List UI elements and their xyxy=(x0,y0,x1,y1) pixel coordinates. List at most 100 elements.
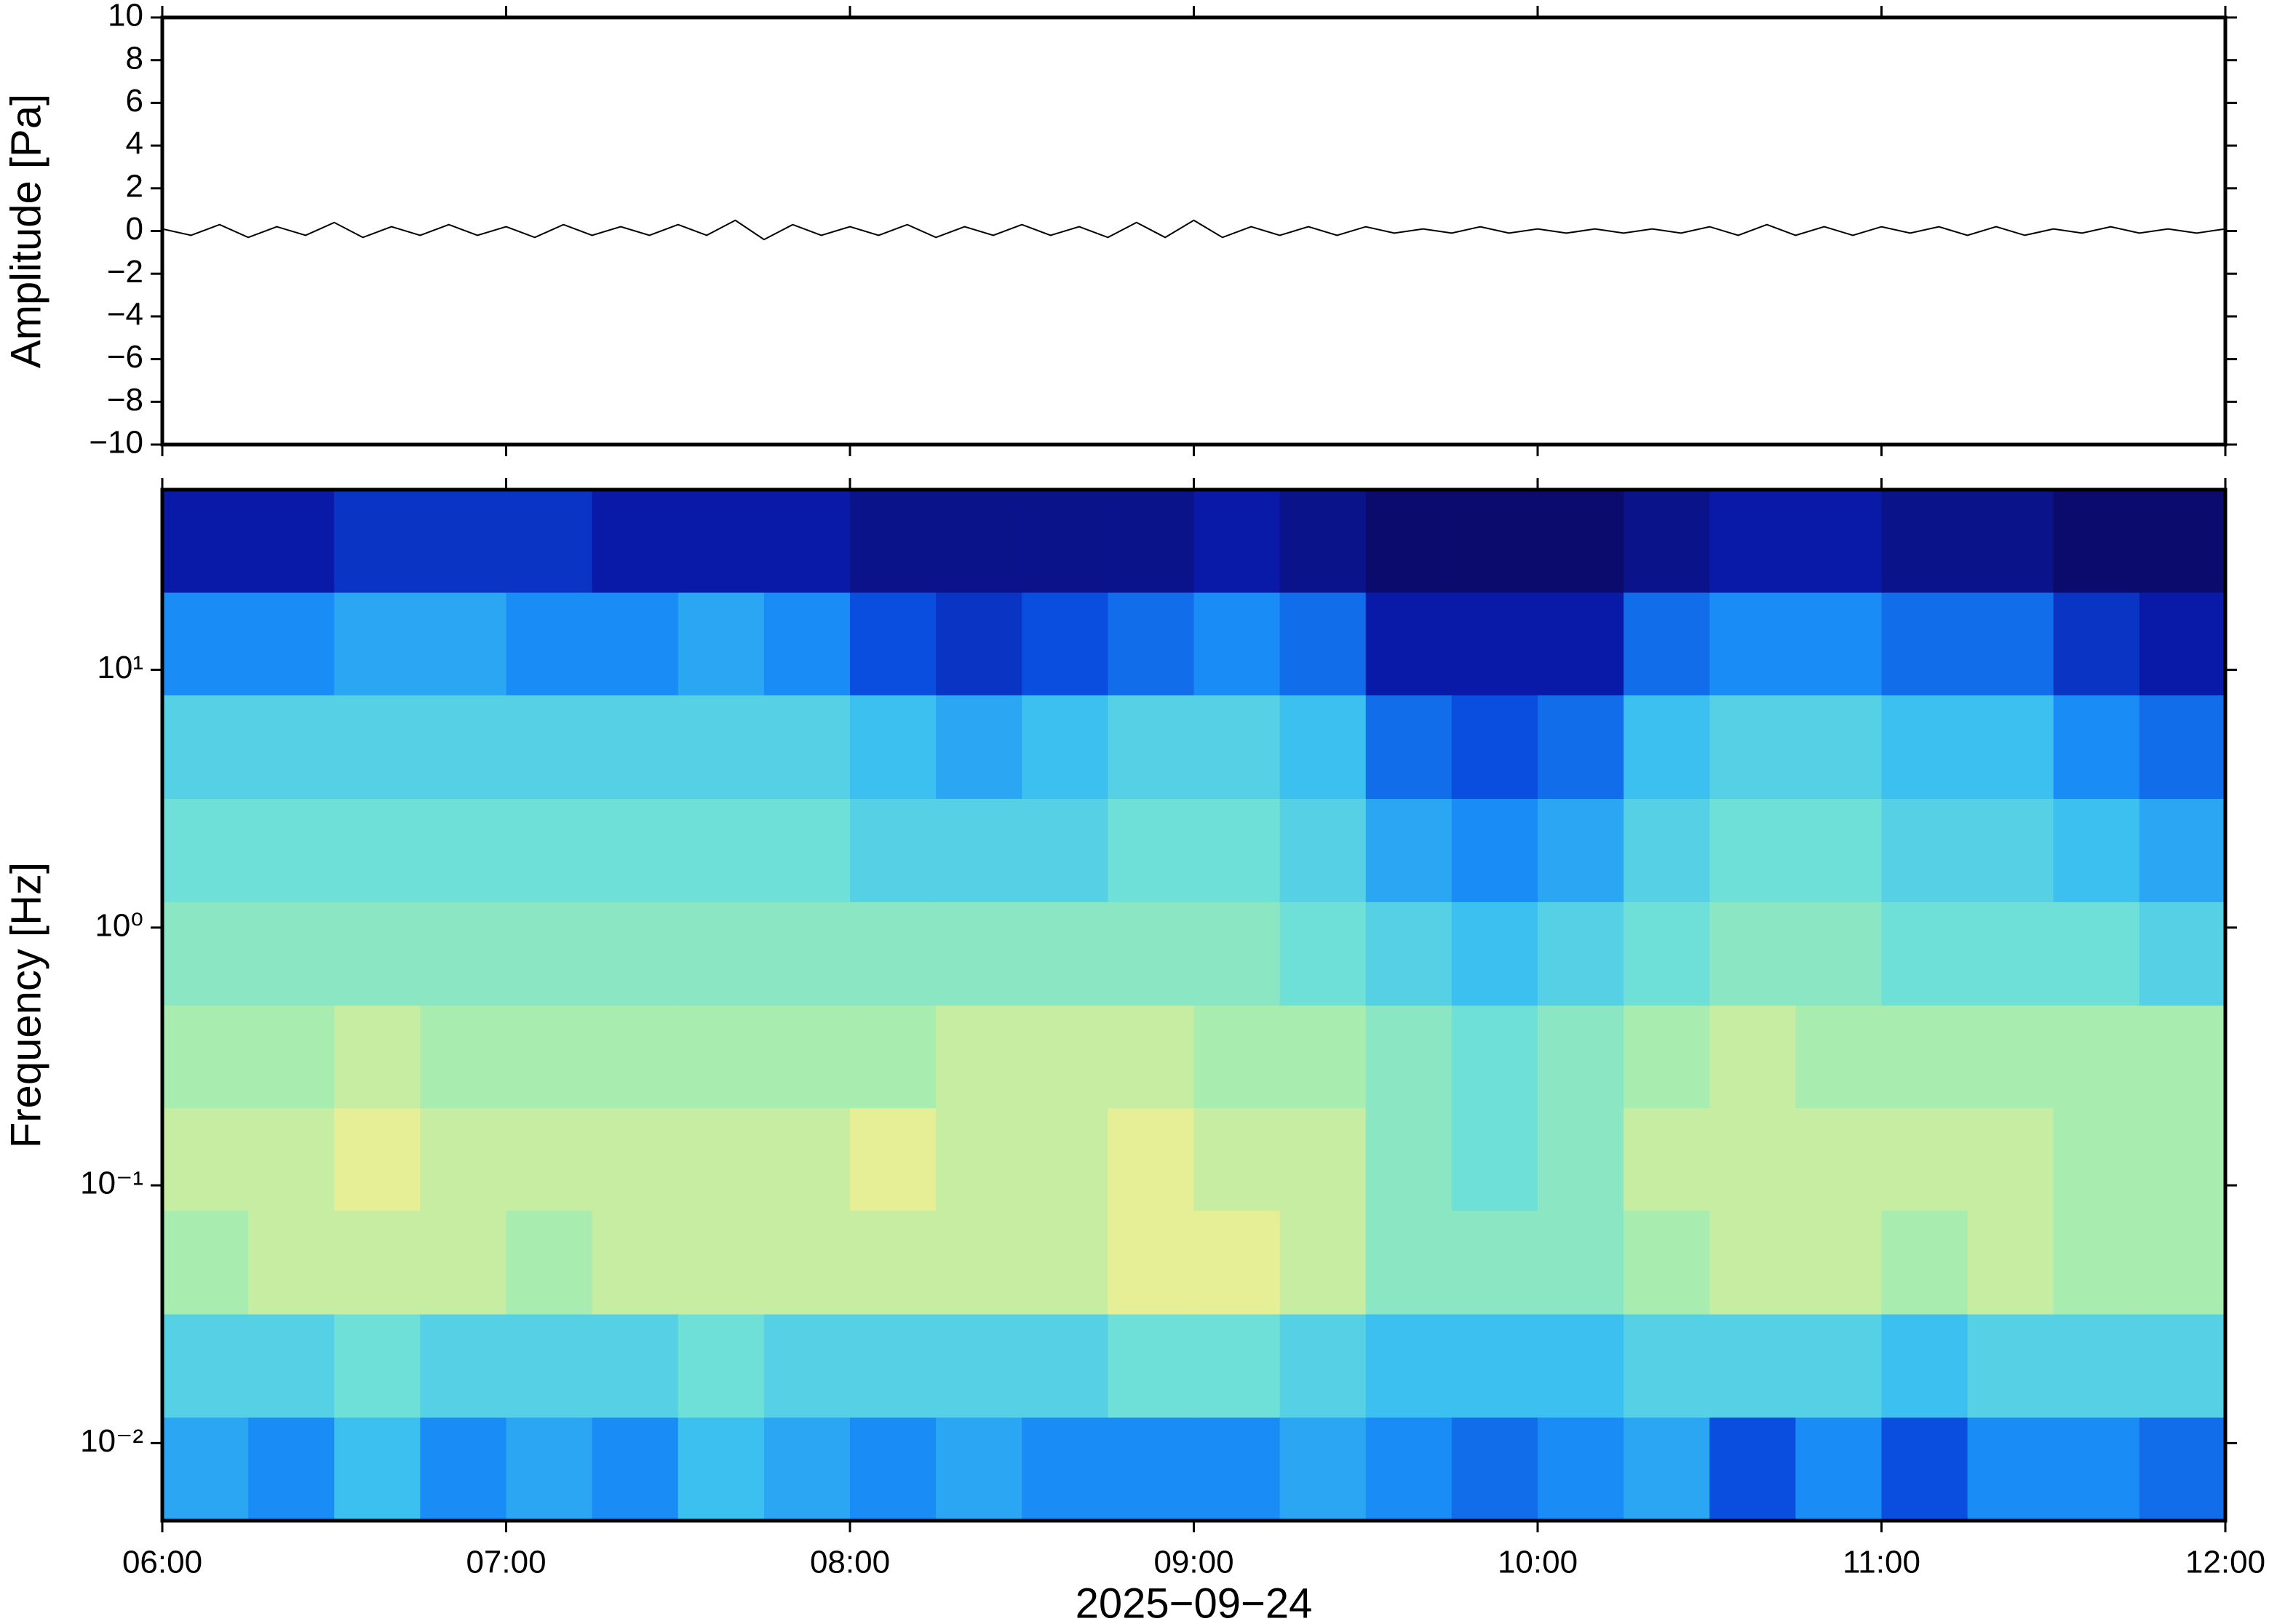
y-tick-label: −4 xyxy=(107,297,143,333)
heatmap-cell xyxy=(1022,1417,1108,1521)
heatmap-cell xyxy=(248,1313,335,1418)
heatmap-cell xyxy=(592,798,679,902)
heatmap-cell xyxy=(162,694,249,799)
heatmap-cell xyxy=(1108,1005,1195,1109)
heatmap-cell xyxy=(592,1210,679,1315)
heatmap-cell xyxy=(1881,1005,1968,1109)
heatmap-cell xyxy=(1795,1005,1883,1109)
heatmap-cell xyxy=(1795,901,1883,1006)
heatmap-cell xyxy=(1709,694,1796,799)
heatmap-cell xyxy=(1795,490,1883,593)
heatmap-cell xyxy=(2053,901,2140,1006)
heatmap-cell xyxy=(763,1313,851,1418)
heatmap-cell xyxy=(1193,1107,1281,1211)
heatmap-cell xyxy=(1108,1210,1195,1315)
heatmap-cell xyxy=(850,798,937,902)
heatmap-cell xyxy=(677,592,765,696)
heatmap-cell xyxy=(1279,1210,1367,1315)
heatmap-cell xyxy=(1967,1107,2054,1211)
heatmap-cell xyxy=(1538,490,1624,593)
heatmap-cell xyxy=(1538,1107,1624,1211)
heatmap-cell xyxy=(850,901,937,1006)
heatmap-cell xyxy=(248,592,335,696)
y-tick-label: 0 xyxy=(126,211,143,247)
heatmap-cell xyxy=(420,694,507,799)
heatmap-cell xyxy=(1193,694,1281,799)
heatmap-cell xyxy=(2053,1417,2140,1521)
heatmap-cell xyxy=(1709,1210,1796,1315)
heatmap-cell xyxy=(334,1313,421,1418)
heatmap-cell xyxy=(592,490,679,593)
heatmap-cell xyxy=(592,694,679,799)
heatmap-cell xyxy=(1279,1313,1367,1418)
heatmap-cell xyxy=(162,592,249,696)
waveform-line xyxy=(162,219,2226,241)
heatmap-cell xyxy=(1108,798,1195,902)
heatmap-cell xyxy=(2053,592,2140,696)
heatmap-cell xyxy=(248,1210,335,1315)
heatmap-cell xyxy=(2053,1005,2140,1109)
heatmap-cell xyxy=(1538,1417,1624,1521)
heatmap-cell xyxy=(162,1417,249,1521)
heatmap-cell xyxy=(677,1417,765,1521)
heatmap-cell xyxy=(1022,1210,1108,1315)
heatmap-cell xyxy=(162,1005,249,1109)
heatmap-cell xyxy=(1624,694,1710,799)
heatmap-cell xyxy=(1365,1210,1453,1315)
heatmap-cell xyxy=(1709,1005,1796,1109)
heatmap-cell xyxy=(334,694,421,799)
heatmap-cell xyxy=(248,490,335,593)
heatmap-cell xyxy=(1795,1210,1883,1315)
heatmap-cell xyxy=(506,1107,593,1211)
heatmap-cell xyxy=(1365,592,1453,696)
heatmap-cell xyxy=(592,1005,679,1109)
x-tick-label: 10:00 xyxy=(1498,1545,1578,1580)
heatmap-cell xyxy=(1108,1107,1195,1211)
heatmap-cell xyxy=(1193,1005,1281,1109)
heatmap-cell xyxy=(677,901,765,1006)
heatmap-cell xyxy=(248,694,335,799)
heatmap-cell xyxy=(2139,1005,2226,1109)
heatmap-cell xyxy=(677,1313,765,1418)
heatmap-cell xyxy=(420,1417,507,1521)
y-tick-label: −6 xyxy=(107,339,143,375)
heatmap-cell xyxy=(1279,901,1367,1006)
heatmap-cell xyxy=(1022,901,1108,1006)
y-tick-label: −2 xyxy=(107,254,143,290)
heatmap-cell xyxy=(1193,1210,1281,1315)
heatmap-cell xyxy=(1365,1107,1453,1211)
y-tick-label: 4 xyxy=(126,126,143,162)
heatmap-cell xyxy=(1193,1417,1281,1521)
heatmap-cell xyxy=(420,1210,507,1315)
heatmap-cell xyxy=(1967,798,2054,902)
heatmap-cell xyxy=(2053,798,2140,902)
y-tick-label: 6 xyxy=(126,83,143,119)
heatmap-cell xyxy=(1451,1005,1538,1109)
heatmap-cell xyxy=(936,1417,1022,1521)
heatmap-cell xyxy=(1022,694,1108,799)
heatmap-cell xyxy=(1193,592,1281,696)
heatmap-cell xyxy=(1881,1107,1968,1211)
heatmap-cell xyxy=(936,1005,1022,1109)
y-tick-label: 2 xyxy=(126,168,143,204)
heatmap-cell xyxy=(1881,1210,1968,1315)
heatmap-cell xyxy=(2139,694,2226,799)
heatmap-cell xyxy=(506,490,593,593)
heatmap-cell xyxy=(1967,1210,2054,1315)
heatmap-cell xyxy=(592,1107,679,1211)
heatmap-cell xyxy=(420,592,507,696)
heatmap-cell xyxy=(936,798,1022,902)
heatmap-cell xyxy=(162,490,249,593)
heatmap-cell xyxy=(2053,1107,2140,1211)
heatmap-cell xyxy=(1881,694,1968,799)
x-axis-title: 2025−09−24 xyxy=(1076,1580,1313,1624)
heatmap-cell xyxy=(1967,592,2054,696)
y-axis-title: Frequency [Hz] xyxy=(2,862,49,1148)
plot-frame xyxy=(160,15,2228,447)
heatmap-cell xyxy=(1967,901,2054,1006)
heatmap-cell xyxy=(763,1417,851,1521)
heatmap-cell xyxy=(2139,798,2226,902)
heatmap-cell xyxy=(763,490,851,593)
heatmap-cell xyxy=(1451,1313,1538,1418)
heatmap-cell xyxy=(1881,1313,1968,1418)
